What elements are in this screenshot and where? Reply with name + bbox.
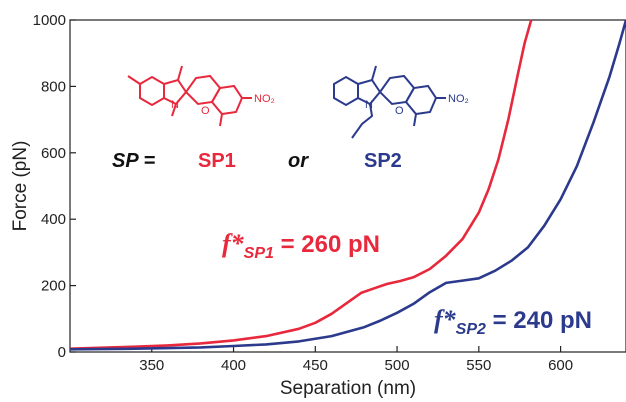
sp1-label: SP1: [198, 150, 236, 172]
x-tick-label: 600: [548, 357, 573, 374]
sp1-spiro-methyl: [177, 65, 183, 81]
x-axis-title: Separation (nm): [280, 378, 416, 399]
plot-frame: [69, 19, 626, 353]
sp2-lower-methyl: [413, 113, 417, 127]
sp1-chromene-ring: [210, 84, 244, 116]
sp1-indoline-ring: [163, 78, 188, 106]
sp1-o-atom: O: [201, 105, 210, 117]
sp2-structure: N O NO₂: [333, 65, 469, 139]
sp2-force-symbol: f*: [434, 305, 457, 334]
sp1-force-value: = 260 pN: [274, 231, 380, 258]
y-tick-label: 800: [41, 78, 66, 95]
sp2-linker-chain: [351, 103, 374, 139]
sp2-force-annotation: f*SP2 = 240 pN: [434, 305, 592, 338]
sp2-pyran-ring: [378, 74, 416, 106]
axis-ticks: 350 400 450 500 550 600 0 200 400 600 800 1000: [33, 12, 573, 374]
series-line-sp2: [69, 19, 626, 351]
sp1-lower-methyl: [219, 113, 223, 127]
sp1-nitro-label: NO₂: [254, 93, 275, 105]
x-tick-label: 350: [139, 357, 164, 374]
sp2-o-atom: O: [395, 105, 404, 117]
force-curves: [69, 19, 626, 351]
sp1-n-atom: N: [171, 99, 179, 111]
sp2-spiro-methyl: [371, 65, 377, 81]
sp1-force-annotation: f*SP1 = 260 pN: [222, 229, 380, 262]
sp2-force-sub: SP2: [456, 321, 486, 338]
sp2-n-atom: N: [365, 99, 373, 111]
x-tick-label: 400: [221, 357, 246, 374]
x-tick-label: 450: [303, 357, 328, 374]
y-tick-label: 200: [41, 278, 66, 295]
series-line-sp1: [69, 19, 533, 350]
x-tick-label: 500: [385, 357, 410, 374]
plot-area: [69, 19, 626, 353]
or-label: or: [288, 150, 309, 172]
y-tick-label: 600: [41, 145, 66, 162]
sp1-n-methyl: [171, 103, 177, 117]
y-tick-label: 0: [58, 344, 66, 361]
sp2-label: SP2: [364, 150, 402, 172]
sp1-force-sub: SP1: [244, 245, 274, 262]
sp2-chromene-ring: [404, 84, 438, 116]
y-axis-title: Force (pN): [10, 141, 31, 232]
sp2-indoline-ring: [357, 78, 382, 106]
x-tick-label: 550: [466, 357, 491, 374]
sp1-force-symbol: f*: [222, 229, 245, 258]
sp2-benzene-ring: [333, 75, 359, 107]
sp2-nitro-label: NO₂: [448, 93, 469, 105]
sp1-methyl-bond: [127, 75, 141, 85]
sp1-benzene-ring: [139, 75, 165, 107]
sp1-pyran-ring: [184, 74, 222, 106]
sp-equation-label: SP =: [112, 150, 155, 172]
sp1-structure: N O NO₂: [127, 65, 275, 127]
y-tick-label: 400: [41, 211, 66, 228]
y-tick-label: 1000: [33, 12, 66, 29]
sp2-force-value: = 240 pN: [486, 307, 592, 334]
